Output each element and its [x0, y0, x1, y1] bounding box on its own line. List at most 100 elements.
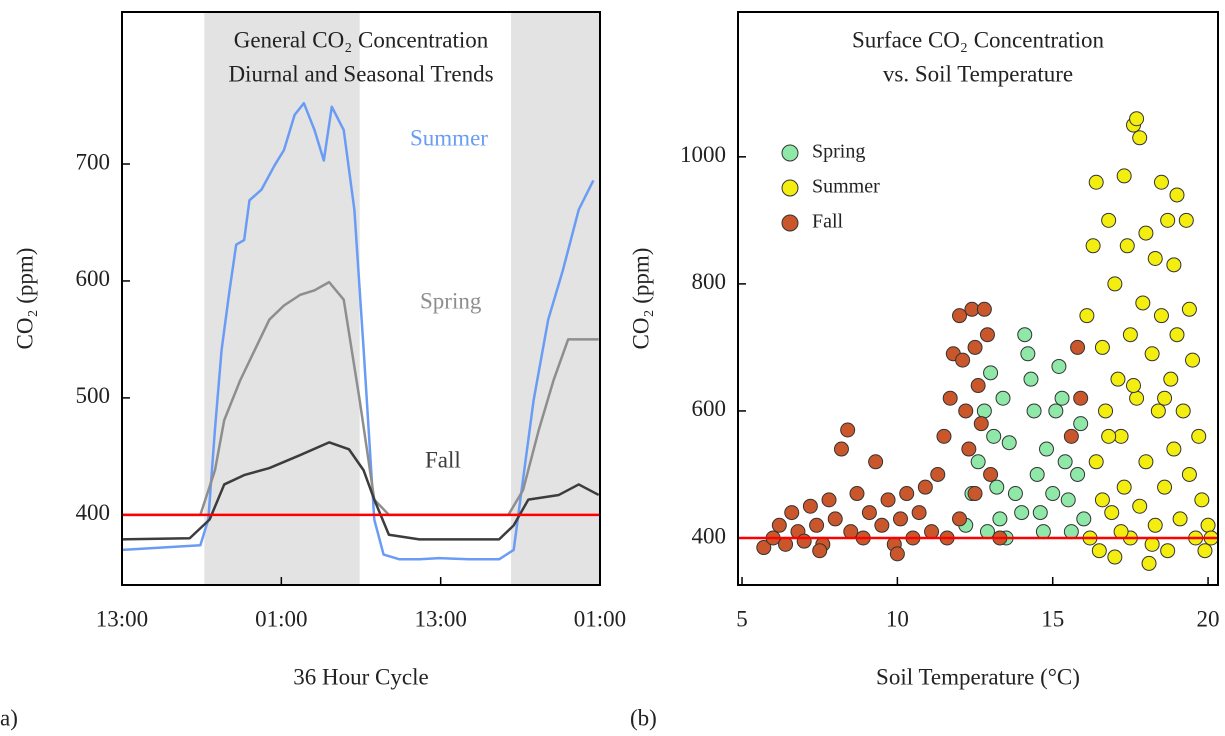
scatter-point	[1185, 352, 1201, 368]
scatter-point	[992, 511, 1008, 527]
chart-title: General CO₂ Concentration	[234, 27, 489, 52]
scatter-point	[1129, 390, 1145, 406]
plot-frame	[121, 11, 601, 586]
scatter-point	[967, 486, 983, 502]
scatter-point	[1169, 327, 1185, 343]
x-tick-label: 5	[736, 606, 748, 631]
panel-label: a)	[0, 705, 18, 730]
scatter-point	[1051, 358, 1067, 374]
legend-marker	[781, 179, 799, 197]
scatter-point	[1070, 466, 1086, 482]
y-tick-label: 400	[76, 500, 111, 525]
scatter-point	[1029, 466, 1045, 482]
x-axis-label: Soil Temperature (°C)	[876, 664, 1080, 689]
scatter-point	[861, 505, 877, 521]
scatter-point	[1166, 441, 1182, 457]
x-axis-label: 36 Hour Cycle	[293, 664, 428, 689]
scatter-point	[1150, 403, 1166, 419]
series-label: Spring	[420, 288, 482, 313]
scatter-point	[1088, 174, 1104, 190]
scatter-point	[1017, 327, 1033, 343]
scatter-point	[967, 339, 983, 355]
y-tick-label: 400	[692, 523, 727, 548]
line-series	[122, 280, 599, 517]
scatter-point	[1063, 428, 1079, 444]
scatter-point	[1107, 549, 1123, 565]
x-tick-label: 01:00	[255, 606, 307, 631]
scatter-point	[1020, 346, 1036, 362]
x-tick-label: 20	[1197, 606, 1220, 631]
scatter-point	[970, 454, 986, 470]
scatter-point	[1113, 428, 1129, 444]
legend-marker	[781, 144, 799, 162]
scatter-point	[840, 422, 856, 438]
legend-label: Spring	[812, 141, 865, 163]
scatter-point	[812, 543, 828, 559]
scatter-point	[1054, 390, 1070, 406]
scatter-point	[756, 540, 772, 556]
scatter-point	[1113, 524, 1129, 540]
panel-label: (b)	[630, 705, 657, 730]
scatter-point	[771, 517, 787, 533]
scatter-point	[784, 505, 800, 521]
scatter-point	[1014, 505, 1030, 521]
scatter-point	[1160, 212, 1176, 228]
scatter-point	[880, 492, 896, 508]
scatter-point	[970, 378, 986, 394]
scatter-point	[976, 403, 992, 419]
legend-label: Summer	[812, 176, 880, 198]
scatter-point	[843, 524, 859, 540]
scatter-point	[964, 301, 980, 317]
scatter-point	[983, 365, 999, 381]
scatter-point	[778, 536, 794, 552]
line-series	[121, 441, 600, 541]
scatter-point	[1063, 524, 1079, 540]
scatter-point	[1001, 435, 1017, 451]
scatter-point	[958, 403, 974, 419]
scatter-point	[1101, 428, 1117, 444]
scatter-point	[936, 428, 952, 444]
scatter-point	[1116, 479, 1132, 495]
scatter-point	[1101, 212, 1117, 228]
scatter-point	[1129, 111, 1145, 127]
scatter-point	[1110, 371, 1126, 387]
scatter-point	[827, 511, 843, 527]
scatter-point	[1116, 168, 1132, 184]
scatter-point	[1091, 543, 1107, 559]
scatter-point	[874, 517, 890, 533]
scatter-point	[833, 441, 849, 457]
scatter-point	[1172, 511, 1188, 527]
scatter-point	[1094, 339, 1110, 355]
x-tick-label: 01:00	[574, 606, 626, 631]
scatter-point	[1166, 257, 1182, 273]
y-axis-label: CO₂ (ppm)	[12, 248, 37, 350]
scatter-point	[1138, 454, 1154, 470]
scatter-point	[1197, 543, 1213, 559]
y-tick-label: 600	[76, 266, 111, 291]
scatter-point	[924, 524, 940, 540]
scatter-point	[1135, 295, 1151, 311]
scatter-point	[1138, 225, 1154, 241]
scatter-point	[1119, 238, 1135, 254]
scatter-point	[1076, 511, 1092, 527]
line-series	[121, 101, 595, 561]
scatter-point	[1122, 327, 1138, 343]
scatter-point	[979, 524, 995, 540]
y-tick-label: 800	[692, 269, 727, 294]
scatter-point	[1147, 250, 1163, 266]
scatter-point	[802, 498, 818, 514]
chart-title: Diurnal and Seasonal Trends	[228, 61, 493, 86]
scatter-point	[1153, 308, 1169, 324]
x-tick-label: 15	[1041, 606, 1064, 631]
scatter-point	[1060, 492, 1076, 508]
scatter-point	[930, 466, 946, 482]
scatter-point	[961, 441, 977, 457]
scatter-point	[1178, 212, 1194, 228]
y-tick-label: 700	[76, 149, 111, 174]
scatter-point	[1073, 390, 1089, 406]
scatter-point	[892, 511, 908, 527]
y-tick-label: 1000	[680, 142, 726, 167]
scatter-point	[1073, 416, 1089, 432]
